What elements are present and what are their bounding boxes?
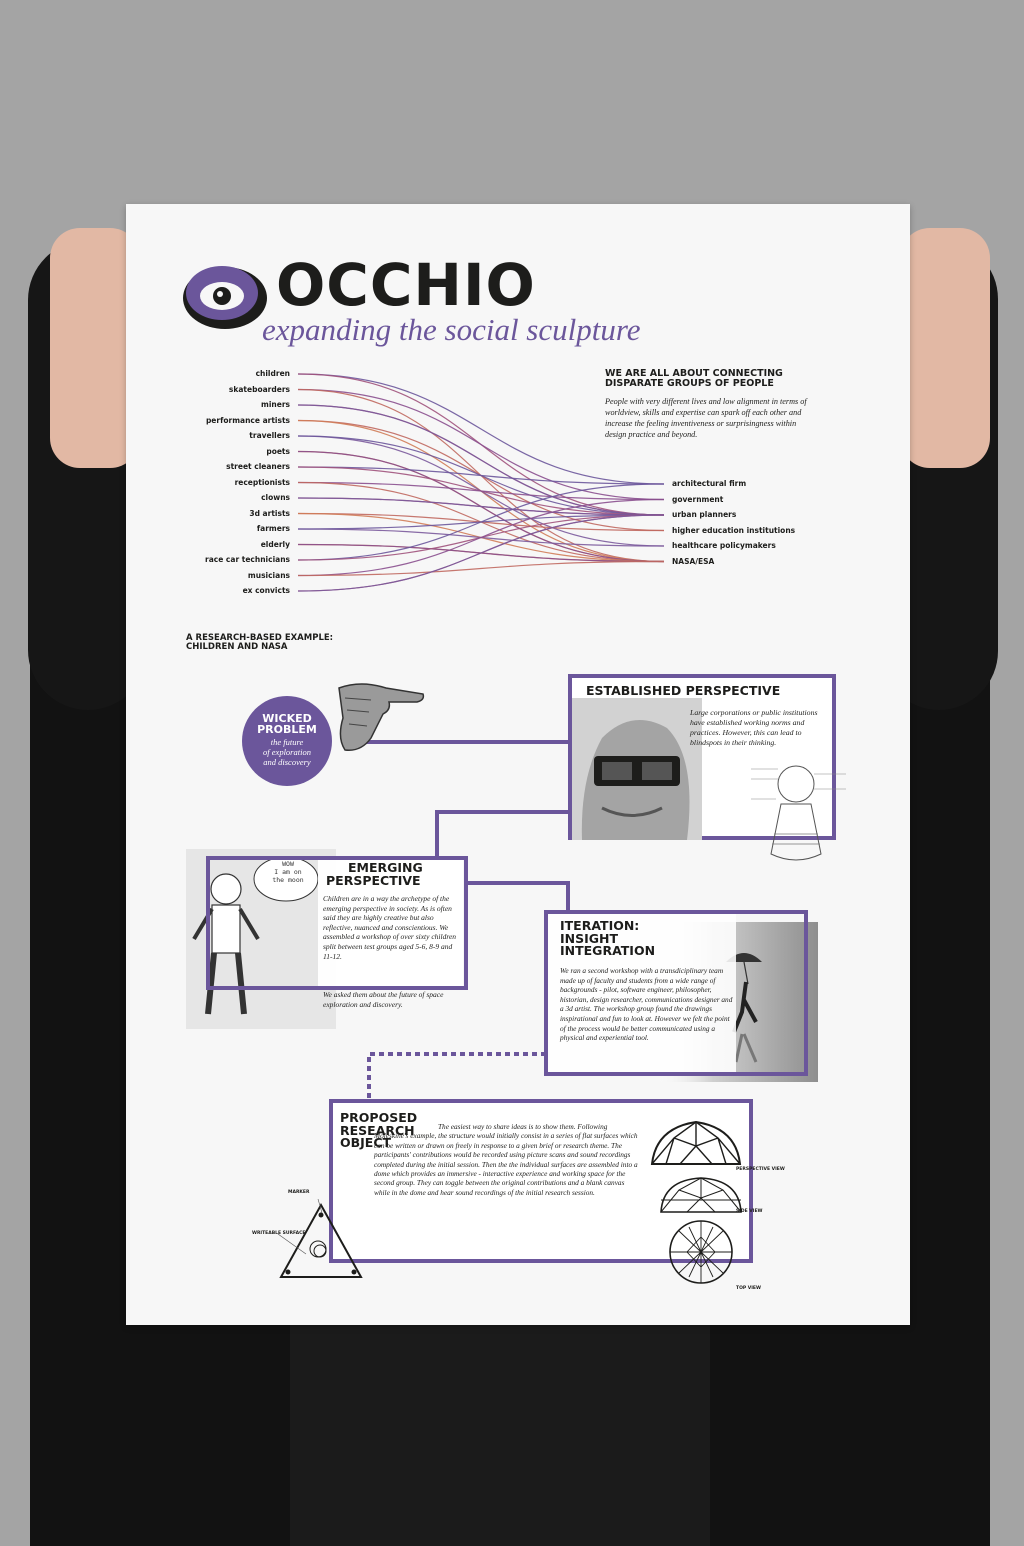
emerging-text1: Children are in a way the archetype of t… [323,894,457,961]
label-side-view: SIDE VIEW [736,1209,763,1214]
established-text: Large corporations or public institution… [690,708,818,747]
speech-line1: WOW [282,860,294,868]
dome-side-icon [660,1177,742,1213]
connection-line [297,404,665,516]
label-perspective-view: PERSPECTIVE VIEW [736,1167,785,1172]
proposed-title-line2: RESEARCH [340,1122,415,1138]
connection-diagram [297,373,665,592]
left-forearm [50,228,140,468]
brand-name: OCCHIO [276,251,536,319]
connection-heading: WE ARE ALL ABOUT CONNECTING DISPARATE GR… [605,369,783,388]
iteration-title-line2: INSIGHT [560,930,619,946]
emerging-text-panel [318,860,463,986]
iteration-title-line3: INTEGRATION [560,943,656,958]
astronaut-drawing-illustration [186,849,336,1029]
wicked-title-line2: PROBLEM [257,723,317,736]
right-forearm [900,228,990,468]
left-group-label: performance artists [205,415,290,425]
connection-line [297,388,665,501]
right-group-label: higher education institutions [672,525,796,535]
left-group-label: 3d artists [249,508,290,518]
vr-headset-man-illustration [572,698,702,840]
speech-bubble: WOW I am on the moon [258,860,318,884]
left-group-label: receptionists [234,477,290,487]
pointing-hand-illustration [338,683,425,751]
connection-line [297,481,665,501]
left-group-label: street cleaners [226,462,290,471]
emerging-title: EMERGING PERSPECTIVE [326,860,423,888]
speech-line2: I am on [274,868,302,876]
tagline: expanding the social sculpture [262,312,641,347]
wicked-problem-circle: WICKED PROBLEM the future of exploration… [242,696,332,786]
wicked-sub-line1: the future [270,737,304,747]
speech-line3: the moon [272,876,304,884]
rocket-engine-diagram [751,765,846,861]
label-writeable-surface: WRITEABLE SURFACE [252,1231,306,1236]
proposed-text: The easiest way to share ideas is to sho… [374,1122,638,1197]
left-group-label: clowns [261,493,290,502]
writeable-surface-diagram [277,1199,363,1278]
connection-line [297,373,665,485]
left-group-label: race car technicians [205,555,290,564]
emerging-perspective-box [206,856,468,990]
emerging-title-line2: PERSPECTIVE [326,872,421,888]
right-group-label: NASA/ESA [672,556,715,566]
left-group-label: farmers [256,524,290,533]
dome-perspective-icon [650,1120,742,1165]
emerging-text2: We asked them about the future of space … [323,990,444,1009]
connection-line [297,560,665,577]
connection-line [297,497,665,516]
left-group-label: elderly [260,539,290,549]
right-group-label: healthcare policymakers [672,541,776,550]
connection-line [297,498,665,577]
right-group-label: urban planners [672,510,737,519]
label-top-view: TOP VIEW [736,1286,761,1291]
connection-text: People with very different lives and low… [605,397,807,439]
example-heading-line2: CHILDREN AND NASA [186,641,288,652]
connection-line [297,483,665,561]
proposed-title-line3: OBJECT [340,1135,392,1150]
proposed-title-line1: PROPOSED [340,1110,418,1125]
left-group-label: skateboarders [228,384,290,394]
wicked-sub-line3: and discovery [263,757,311,767]
established-perspective-box: ESTABLISHED PERSPECTIVE Large corporatio… [568,674,836,840]
wicked-sub-line2: of exploration [263,747,311,757]
person-legs [290,1325,710,1546]
right-group-label: architectural firm [672,479,747,488]
connection-heading-line1: WE ARE ALL ABOUT CONNECTING [605,368,783,379]
iteration-text-panel [548,914,736,1072]
process-connectors [344,740,572,1099]
proposed-title: PROPOSED RESEARCH OBJECT [340,1110,418,1150]
connection-line [297,514,665,592]
iteration-title: ITERATION: INSIGHT INTEGRATION [560,918,656,958]
right-group-label: government [672,494,724,504]
eye-logo-icon [183,266,267,329]
label-marker: MARKER [288,1190,310,1195]
left-group-label: miners [261,400,290,409]
iteration-box [544,910,808,1076]
left-group-label: travellers [249,431,290,440]
iteration-text: We ran a second workshop with a transdic… [560,966,733,1043]
left-group-label: musicians [247,570,290,580]
connection-line [297,466,665,485]
left-group-label: poets [266,446,290,456]
example-heading-line1: A RESEARCH-BASED EXAMPLE: [186,633,334,643]
example-heading: A RESEARCH-BASED EXAMPLE: CHILDREN AND N… [186,634,333,651]
established-title: ESTABLISHED PERSPECTIVE [586,683,781,698]
left-group-label: children [255,369,290,378]
iteration-title-line1: ITERATION: [560,918,640,933]
emerging-title-line1: EMERGING [348,860,423,875]
left-group-label: ex convicts [242,586,290,595]
poster: OCCHIO expanding the social sculpture ch… [126,204,910,1325]
dome-top-icon [669,1220,733,1284]
connection-heading-line2: DISPARATE GROUPS OF PEOPLE [605,377,774,389]
wicked-title-line1: WICKED [262,712,312,725]
